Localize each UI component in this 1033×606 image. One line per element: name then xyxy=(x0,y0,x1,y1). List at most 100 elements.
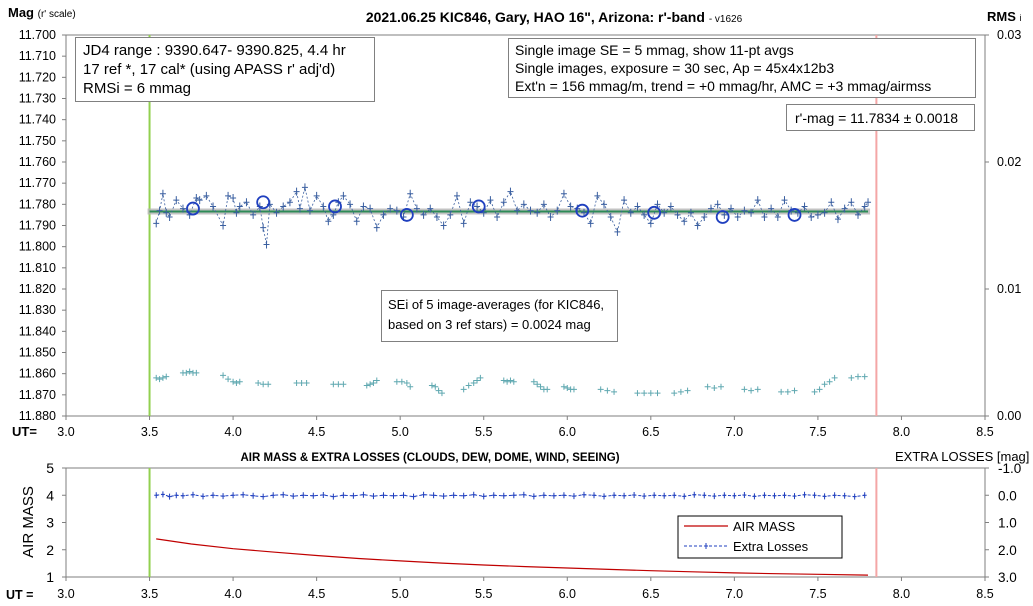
single-image-point xyxy=(380,210,387,219)
airmass-tick-label: 4 xyxy=(46,487,54,503)
x-tick-label: 4.5 xyxy=(308,425,325,439)
extra-losses-point xyxy=(592,492,597,499)
rmag-result-text: r'-mag = 11.7834 ± 0.0018 xyxy=(795,110,959,126)
rms-point xyxy=(340,381,347,388)
airmass-tick-label: 5 xyxy=(46,460,54,476)
extra-losses-point xyxy=(391,492,396,499)
single-image-point xyxy=(153,219,160,228)
y-tick-label: 11.850 xyxy=(19,346,56,360)
rms-point xyxy=(220,372,227,379)
y-tick-label: 11.700 xyxy=(19,28,56,42)
extra-losses-point xyxy=(602,493,607,500)
rms-point xyxy=(717,383,724,390)
single-image-point xyxy=(260,223,267,232)
single-image-point xyxy=(243,198,250,207)
single-image-point xyxy=(587,219,594,228)
y-tick-label: 11.880 xyxy=(19,409,56,423)
average-point xyxy=(399,208,414,222)
single-image-point xyxy=(263,240,270,249)
rms-point xyxy=(684,387,691,394)
single-image-point xyxy=(280,202,287,211)
rms-point xyxy=(163,373,170,380)
extra-losses-point xyxy=(251,492,256,499)
single-image-point xyxy=(621,196,628,205)
extra-losses-point xyxy=(154,492,159,499)
single-image-point xyxy=(694,221,701,230)
y-axis-label-suffix: (r' scale) xyxy=(38,9,76,20)
rms-point xyxy=(564,385,571,392)
extra-losses-point xyxy=(852,493,857,500)
single-image-point xyxy=(296,204,303,213)
rms-point xyxy=(510,378,517,385)
rms-point xyxy=(647,390,654,397)
single-image-point xyxy=(447,210,454,219)
single-image-point xyxy=(494,213,501,222)
rms-point xyxy=(544,386,551,393)
single-image-point xyxy=(828,198,835,207)
rms-point xyxy=(597,386,604,393)
y2-tick-label: 0.01 xyxy=(997,282,1021,296)
rms-point xyxy=(748,387,755,394)
rms-point xyxy=(435,387,442,394)
extra-losses-point xyxy=(231,492,236,499)
single-image-point xyxy=(861,202,868,211)
single-image-point xyxy=(560,189,567,198)
rms-point xyxy=(233,379,240,386)
single-image-point xyxy=(661,208,668,217)
extra-losses-point xyxy=(431,492,436,499)
legend-airmass-label: AIR MASS xyxy=(733,519,795,534)
extra-losses-point xyxy=(612,492,617,499)
rms-point xyxy=(255,379,262,386)
rms-point xyxy=(183,369,190,376)
single-image-point xyxy=(808,213,815,222)
rms-point xyxy=(704,383,711,390)
single-image-point xyxy=(580,208,587,217)
bottom-legend xyxy=(677,515,843,559)
extra-losses-point xyxy=(301,492,306,499)
extra-losses-point xyxy=(281,491,286,498)
rms-point xyxy=(460,386,467,393)
single-image-point xyxy=(601,200,608,209)
single-image-point xyxy=(306,206,313,215)
rms-point xyxy=(604,387,611,394)
rms-point xyxy=(641,390,648,397)
extra-losses-point xyxy=(441,493,446,500)
extra-losses-point xyxy=(511,492,516,499)
extra-losses-point xyxy=(772,492,777,499)
single-image-point xyxy=(474,202,481,211)
y-tick-label: 11.810 xyxy=(19,261,56,275)
rms-point xyxy=(303,379,310,386)
bottom-x-tick-label: 4.5 xyxy=(308,587,325,601)
rms-point xyxy=(465,382,472,389)
extra-loss-tick-label: 3.0 xyxy=(998,570,1017,585)
extra-losses-point xyxy=(471,491,476,498)
extra-losses-point xyxy=(241,491,246,498)
rms-point xyxy=(230,378,237,385)
y2-tick-label: 0.00 xyxy=(997,409,1021,423)
single-image-point xyxy=(781,196,788,205)
single-image-point xyxy=(360,202,367,211)
exposure-info-box: Single image SE = 5 mmag, show 11-pt avg… xyxy=(508,38,976,98)
single-image-point xyxy=(440,221,447,230)
single-image-point xyxy=(834,215,841,224)
single-image-point xyxy=(814,210,821,219)
rms-point xyxy=(671,390,678,397)
extra-losses-point xyxy=(381,492,386,499)
extra-losses-point xyxy=(271,492,276,499)
single-image-point xyxy=(460,219,467,228)
extra-losses-point xyxy=(401,492,406,499)
sei-text-line1: SEi of 5 image-averages (for KIC846, xyxy=(388,297,605,312)
single-image-point xyxy=(233,208,240,217)
rms-point xyxy=(634,390,641,397)
single-image-point xyxy=(166,213,173,222)
x-tick-label: 7.5 xyxy=(809,425,826,439)
rms-point xyxy=(373,377,380,384)
average-point xyxy=(256,195,271,210)
extra-losses-point xyxy=(521,491,526,498)
extra-losses-point xyxy=(261,493,266,500)
extra-losses-point xyxy=(662,492,667,499)
bottom-x-tick-label: 3.5 xyxy=(141,587,158,601)
y-tick-label: 11.840 xyxy=(19,324,56,338)
single-image-point xyxy=(353,217,360,226)
